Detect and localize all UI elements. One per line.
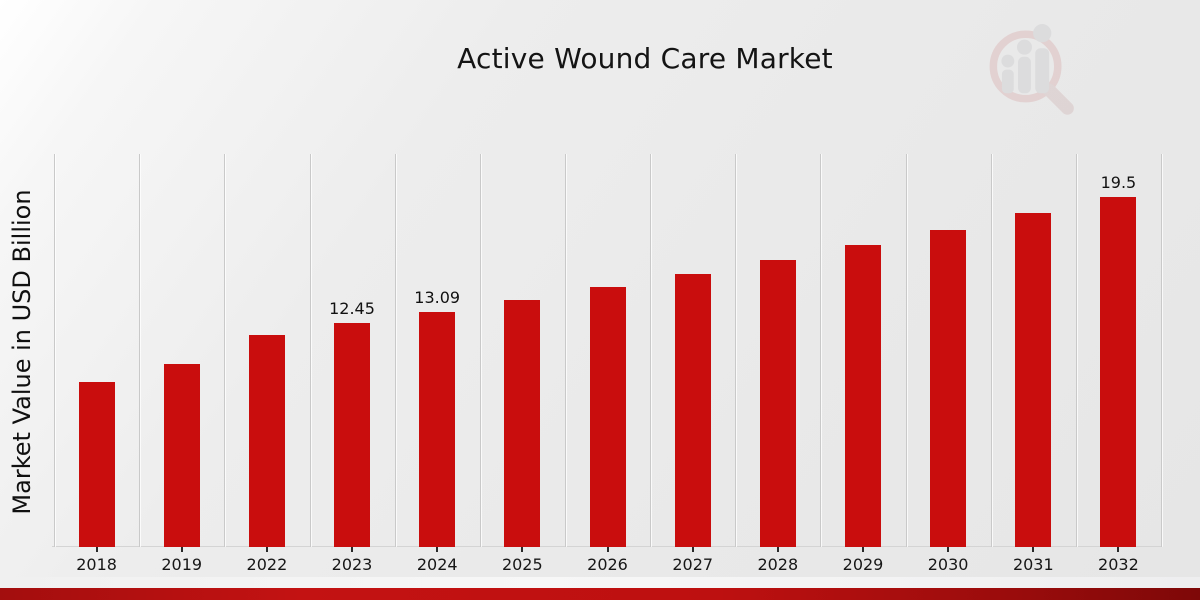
- x-tick-label-2018: 2018: [76, 555, 117, 574]
- x-axis-tick: [862, 547, 864, 552]
- gridline: [479, 154, 481, 547]
- gridline: [139, 154, 141, 547]
- gridline: [650, 154, 652, 547]
- x-tick-label-2031: 2031: [1012, 555, 1054, 574]
- magnifier-icon: [989, 30, 1074, 115]
- gridline: [735, 154, 737, 547]
- bar-2030: [930, 229, 967, 547]
- plot-area: 2018 2019 2022 12.45 2023 13.09 2024 2025 2026 20…: [52, 150, 1163, 574]
- bar-2032: [1100, 196, 1137, 547]
- bar-2026: [589, 287, 626, 547]
- gridline: [564, 154, 566, 547]
- right-spine-gridline: [1161, 154, 1162, 547]
- x-axis-tick: [521, 547, 524, 552]
- bar-2027: [674, 273, 711, 547]
- x-tick-label-2022: 2022: [246, 555, 288, 574]
- x-tick-label-2019: 2019: [161, 555, 203, 574]
- x-tick-label-2029: 2029: [842, 555, 884, 574]
- x-axis-tick: [436, 547, 439, 552]
- footer-red-ribbon: [0, 588, 1200, 600]
- bar-2019: [163, 363, 200, 547]
- chart-title: Active Wound Care Market: [457, 42, 833, 75]
- x-axis-tick: [180, 547, 183, 552]
- x-axis-tick: [691, 547, 694, 552]
- x-axis-tick: [1032, 547, 1035, 552]
- bar-2024: [419, 311, 456, 547]
- mrfr-logo-watermark: [989, 24, 1074, 115]
- gridline: [309, 154, 311, 547]
- x-tick-label-2027: 2027: [672, 555, 714, 574]
- y-axis-label: Market Value in USD Billion: [8, 189, 36, 515]
- bar-2031: [1015, 213, 1052, 547]
- gridline: [224, 154, 226, 547]
- bar-2029: [845, 245, 881, 547]
- x-tick-label-2032: 2032: [1098, 555, 1139, 574]
- bar-2023: [334, 323, 370, 547]
- x-axis-tick: [1117, 547, 1120, 552]
- x-tick-label-2024: 2024: [416, 555, 458, 574]
- x-tick-label-2028: 2028: [757, 555, 799, 574]
- bar-chart-figures-icon: [1001, 24, 1052, 94]
- x-axis-tick: [351, 547, 353, 552]
- x-axis-tick: [947, 547, 950, 552]
- bar-value-label-2023: 12.45: [329, 299, 375, 319]
- gridline: [820, 154, 822, 547]
- footer-light-stripe: [0, 577, 1200, 588]
- gridline: [905, 154, 907, 547]
- bar-2025: [504, 299, 541, 547]
- x-tick-label-2025: 2025: [501, 555, 543, 574]
- bar-value-label-2024: 13.09: [414, 287, 461, 307]
- bar-2028: [759, 259, 796, 547]
- bar-value-label-2032: 19.5: [1100, 172, 1137, 192]
- x-axis-tick: [776, 547, 779, 552]
- x-axis-tick: [265, 547, 268, 552]
- bar-2018: [78, 381, 115, 547]
- x-tick-label-2026: 2026: [587, 555, 628, 574]
- left-spine-gridline: [54, 154, 55, 547]
- x-tick-label-2023: 2023: [331, 555, 373, 574]
- x-axis-tick: [95, 547, 98, 552]
- bar-2022: [248, 335, 285, 547]
- gridline: [990, 154, 992, 547]
- gridline: [394, 154, 396, 547]
- x-axis-tick: [606, 547, 609, 552]
- gridline: [1075, 154, 1077, 547]
- x-tick-label-2030: 2030: [927, 555, 969, 574]
